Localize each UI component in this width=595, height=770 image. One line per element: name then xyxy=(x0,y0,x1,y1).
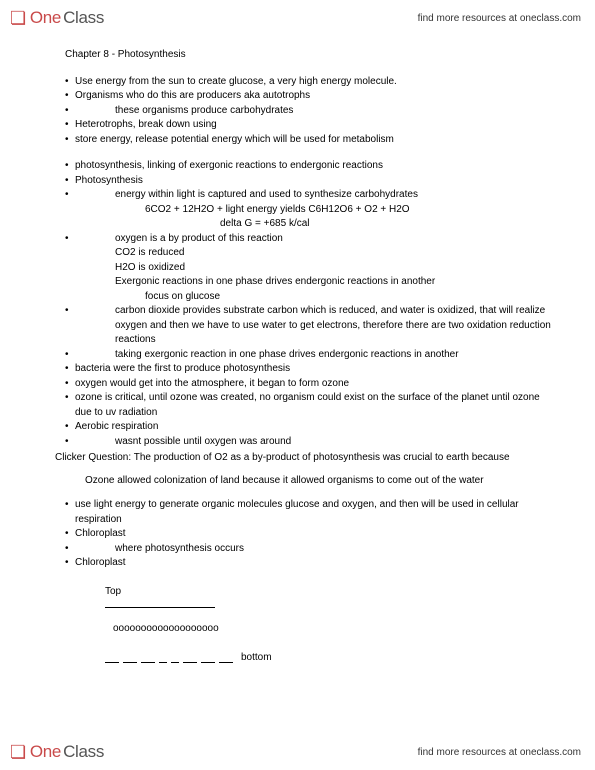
list-item: oxygen would get into the atmosphere, it… xyxy=(65,377,555,392)
list-item: where photosynthesis occurs xyxy=(65,542,555,557)
logo-text-one: One xyxy=(30,742,61,762)
dash-icon xyxy=(201,662,215,663)
list-item: Heterotrophs, break down using xyxy=(65,118,555,133)
logo: ❏ OneClass xyxy=(10,742,104,763)
list-item: Chloroplast xyxy=(65,527,555,542)
document-body: Chapter 8 - Photosynthesis Use energy fr… xyxy=(65,48,555,665)
list-item: H2O is oxidized xyxy=(65,261,555,276)
diagram-bottom-row: bottom xyxy=(105,651,555,666)
book-icon: ❏ xyxy=(10,742,26,763)
list-item: focus on glucose xyxy=(65,290,555,305)
dash-icon xyxy=(123,662,137,663)
diagram: Top ooooooooooooooooooo bottom xyxy=(105,585,555,666)
list-item: delta G = +685 k/cal xyxy=(65,217,555,232)
section-2: photosynthesis, linking of exergonic rea… xyxy=(65,159,555,449)
logo-text-class: Class xyxy=(63,742,104,762)
diagram-bottom-label: bottom xyxy=(241,651,272,666)
dash-icon xyxy=(183,662,197,663)
clicker-answer: Ozone allowed colonization of land becau… xyxy=(85,474,555,489)
list-item: energy within light is captured and used… xyxy=(65,188,555,203)
clicker-question: Clicker Question: The production of O2 a… xyxy=(55,451,555,466)
list-item: 6CO2 + 12H2O + light energy yields C6H12… xyxy=(65,203,555,218)
list-item: store energy, release potential energy w… xyxy=(65,133,555,148)
dash-icon xyxy=(159,662,167,663)
list-item: Use energy from the sun to create glucos… xyxy=(65,75,555,90)
section-1: Use energy from the sun to create glucos… xyxy=(65,75,555,148)
list-item: Aerobic respiration xyxy=(65,420,555,435)
diagram-line xyxy=(105,607,215,608)
list-item: CO2 is reduced xyxy=(65,246,555,261)
diagram-ooo: ooooooooooooooooooo xyxy=(113,622,555,637)
dash-icon xyxy=(219,662,233,663)
list-item: oxygen is a by product of this reaction xyxy=(65,232,555,247)
logo: ❏ OneClass xyxy=(10,8,104,29)
dash-icon xyxy=(171,662,179,663)
header-bar: ❏ OneClass find more resources at onecla… xyxy=(0,0,595,36)
list-item: carbon dioxide provides substrate carbon… xyxy=(65,304,555,348)
list-item: these organisms produce carbohydrates xyxy=(65,104,555,119)
dash-icon xyxy=(141,662,155,663)
list-item: bacteria were the first to produce photo… xyxy=(65,362,555,377)
logo-text-class: Class xyxy=(63,8,104,28)
list-item: taking exergonic reaction in one phase d… xyxy=(65,348,555,363)
diagram-top-label: Top xyxy=(105,585,555,600)
list-item: Photosynthesis xyxy=(65,174,555,189)
list-item: use light energy to generate organic mol… xyxy=(65,498,555,527)
footer-link[interactable]: find more resources at oneclass.com xyxy=(418,747,581,758)
list-item: photosynthesis, linking of exergonic rea… xyxy=(65,159,555,174)
list-item: ozone is critical, until ozone was creat… xyxy=(65,391,555,420)
list-item: Chloroplast xyxy=(65,556,555,571)
logo-text-one: One xyxy=(30,8,61,28)
list-item: wasnt possible until oxygen was around xyxy=(65,435,555,450)
section-3: use light energy to generate organic mol… xyxy=(65,498,555,571)
footer-bar: ❏ OneClass find more resources at onecla… xyxy=(0,734,595,770)
dash-icon xyxy=(105,662,119,663)
list-item: Exergonic reactions in one phase drives … xyxy=(65,275,555,290)
list-item: Organisms who do this are producers aka … xyxy=(65,89,555,104)
book-icon: ❏ xyxy=(10,8,26,29)
header-link[interactable]: find more resources at oneclass.com xyxy=(418,13,581,24)
chapter-title: Chapter 8 - Photosynthesis xyxy=(65,48,555,63)
